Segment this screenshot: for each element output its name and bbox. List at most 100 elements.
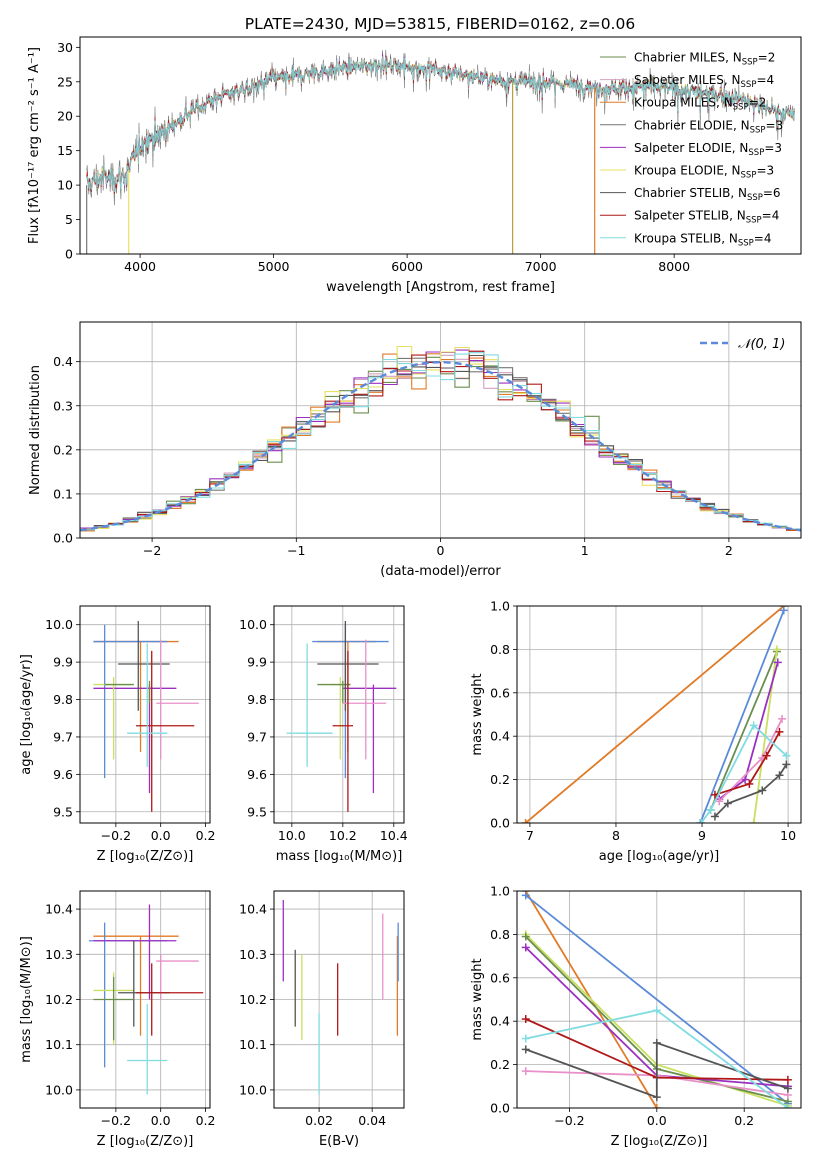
legend-entry: Salpeter STELIB, NSSP=4 — [634, 209, 779, 226]
series-marker — [521, 932, 530, 941]
series-marker — [779, 606, 788, 615]
data-point-2 — [93, 904, 177, 1000]
series-marker — [778, 714, 787, 723]
legend-entry: Kroupa ELODIE, NSSP=3 — [634, 164, 774, 181]
series-marker — [521, 819, 530, 823]
series-marker — [696, 819, 705, 823]
x-tick-label: 10.4 — [380, 828, 408, 843]
y-tick-label: 10.0 — [239, 617, 267, 632]
axes-frame — [79, 890, 211, 1109]
y-tick-label: 10.3 — [239, 947, 267, 962]
y-axis-label: Normed distribution — [28, 365, 43, 495]
y-tick-label: 10.0 — [45, 617, 73, 632]
data-point-8 — [127, 643, 168, 767]
y-tick-label: 10.2 — [239, 992, 267, 1007]
plot-area-mass_vs_EBV — [282, 900, 399, 1095]
y-tick-label: 5 — [65, 212, 73, 227]
data-point-5 — [93, 976, 134, 1041]
x-tick-label: −0.2 — [554, 1113, 584, 1128]
y-tick-label: 10.2 — [45, 992, 73, 1007]
x-tick-label: 2 — [725, 543, 733, 558]
histogram-step-7 — [80, 350, 801, 531]
y-tick-label: 9.8 — [53, 692, 73, 707]
y-tick-label: 10.4 — [239, 902, 267, 917]
legend-entry: Salpeter MILES, NSSP=4 — [634, 73, 774, 90]
axes-frame — [79, 321, 802, 539]
series-marker — [749, 819, 758, 823]
x-tick-label: 7000 — [525, 259, 557, 274]
x-axis-label: mass [log₁₀(M/M⊙)] — [276, 849, 403, 864]
y-tick-label: 9.9 — [53, 655, 73, 670]
y-tick-label: 0.2 — [53, 442, 73, 457]
y-axis-label: mass [log₁₀(M/M⊙)] — [19, 936, 34, 1063]
plot-area-age_vs_mass — [286, 620, 397, 812]
x-tick-label: −1 — [287, 543, 305, 558]
x-tick-label: 8 — [612, 828, 620, 843]
y-tick-label: 9.6 — [247, 767, 267, 782]
normal-curve — [80, 360, 801, 532]
x-axis-label: Z [log₁₀(Z/Z⊙)] — [97, 1134, 194, 1149]
legend-entry: Salpeter ELODIE, NSSP=3 — [634, 141, 782, 158]
x-axis-label: Z [log₁₀(Z/Z⊙)] — [611, 1134, 708, 1149]
series-line-8 — [700, 723, 788, 823]
y-tick-label: 30 — [57, 40, 73, 55]
axes-weight_vs_age: 7 8 9 10 0.0 0.2 0.4 0.6 0.8 1.0 age [log₁₀(age/yr… — [470, 599, 802, 864]
legend-entry: Chabrier MILES, NSSP=2 — [634, 51, 775, 68]
y-tick-label: 9.6 — [53, 767, 73, 782]
series-line-7 — [525, 1041, 789, 1099]
axes-frame — [273, 890, 405, 1109]
y-axis-label: age [log₁₀(age/yr)] — [19, 654, 34, 775]
series-marker — [773, 658, 782, 667]
series-marker — [715, 797, 724, 806]
series-marker — [783, 1075, 792, 1084]
x-tick-label: 10 — [780, 828, 796, 843]
y-tick-label: 9.7 — [247, 729, 267, 744]
series-marker — [775, 771, 784, 780]
series-marker — [775, 727, 784, 736]
plot-area-weight_vs_Z — [521, 891, 792, 1108]
x-tick-label: 4000 — [124, 259, 156, 274]
y-tick-label: 25 — [57, 74, 73, 89]
plot-area-residuals — [80, 345, 801, 532]
x-axis-label: wavelength [Angstrom, rest frame] — [326, 280, 555, 295]
y-tick-label: 0 — [65, 247, 73, 262]
axes-mass_vs_Z: −0.2 0.0 0.2 10.0 10.1 10.2 10.3 10.4 Z [log₁₀(Z… — [19, 890, 215, 1149]
y-tick-label: 1.0 — [490, 599, 510, 614]
series-marker — [652, 1006, 661, 1015]
axes-frame — [79, 36, 802, 255]
x-tick-label: 0.2 — [196, 828, 216, 843]
plot-area-mass_vs_Z — [88, 904, 204, 1095]
legend-entry: Chabrier STELIB, NSSP=6 — [634, 186, 781, 203]
series-marker — [762, 751, 771, 760]
axes-frame — [516, 890, 802, 1109]
y-tick-label: 15 — [57, 143, 73, 158]
y-axis-label: mass weight — [470, 958, 485, 1040]
series-marker — [783, 1084, 792, 1093]
y-tick-label: 9.5 — [247, 804, 267, 819]
axes-frame — [273, 605, 405, 824]
x-tick-label: 0.0 — [151, 828, 171, 843]
series-marker — [521, 891, 530, 900]
y-tick-label: 9.7 — [53, 729, 73, 744]
axes-age_vs_mass: 10.0 10.2 10.4 9.5 9.6 9.7 9.8 9.9 10.0 mass [log… — [239, 605, 408, 864]
x-tick-label: −0.2 — [101, 828, 131, 843]
data-point-8 — [127, 1004, 168, 1095]
x-tick-label: 10.2 — [329, 828, 357, 843]
series-marker — [758, 786, 767, 795]
legend-entry: Kroupa STELIB, NSSP=4 — [634, 231, 772, 248]
legend-entry: 𝒩(0, 1) — [738, 337, 785, 352]
y-tick-label: 1.0 — [490, 884, 510, 899]
x-tick-label: 10.0 — [278, 828, 306, 843]
data-point-7 — [136, 650, 195, 812]
series-line-1 — [525, 894, 789, 1105]
data-point-6 — [156, 954, 199, 1000]
series-marker — [783, 1104, 792, 1108]
data-point-6 — [342, 639, 387, 760]
series-marker — [710, 812, 719, 821]
series-line-1 — [699, 609, 785, 823]
axes-spectrum: 4000 5000 6000 7000 8000 0 5 10 15 20 25 30 waveleng… — [27, 36, 802, 295]
figure-title: PLATE=2430, MJD=53815, FIBERID=0162, z=0… — [245, 15, 635, 33]
y-tick-label: 0.0 — [53, 531, 73, 546]
grid-age_vs_mass — [274, 606, 404, 823]
